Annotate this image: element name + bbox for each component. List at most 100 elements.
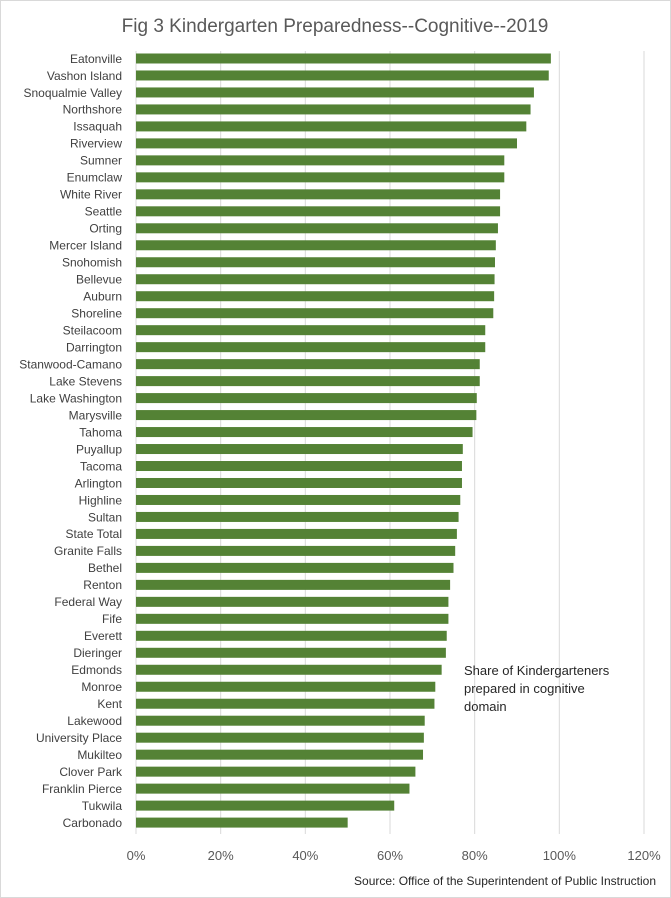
bar (136, 410, 477, 421)
category-label: Fife (102, 612, 122, 626)
bar (136, 257, 495, 268)
bar (136, 681, 436, 692)
category-label: Lake Washington (30, 391, 122, 405)
category-label: Snoqualmie Valley (23, 86, 122, 100)
bar (136, 138, 517, 149)
bar (136, 800, 395, 811)
category-label: Shoreline (71, 306, 122, 320)
bar (136, 359, 480, 370)
category-label: Renton (83, 578, 122, 592)
category-label: Orting (89, 222, 122, 236)
bar (136, 715, 425, 726)
bar (136, 87, 534, 98)
category-label: Puyallup (76, 442, 122, 456)
bar (136, 494, 461, 505)
category-label: Granite Falls (54, 544, 122, 558)
bar (136, 104, 531, 115)
category-label: Clover Park (59, 765, 123, 779)
bar (136, 121, 527, 132)
bar (136, 511, 459, 522)
category-label: Franklin Pierce (42, 782, 122, 796)
bar (136, 732, 424, 743)
category-label: Auburn (83, 290, 122, 304)
bar (136, 291, 495, 302)
x-tick-label: 60% (377, 848, 403, 863)
x-tick-label: 20% (208, 848, 234, 863)
bar (136, 647, 446, 658)
category-label: University Place (36, 731, 122, 745)
bar (136, 189, 501, 200)
bar (136, 155, 505, 166)
x-axis-tick-labels: 0% 20% 40% 60% 80% 100% 120% (127, 848, 661, 863)
category-label: Enumclaw (67, 171, 123, 185)
source-note: Source: Office of the Superintendent of … (354, 874, 656, 888)
x-tick-label: 40% (292, 848, 318, 863)
category-label: Seattle (85, 205, 123, 219)
category-label: Steilacoom (63, 323, 122, 337)
annotation-line-3: domain (464, 699, 507, 714)
bar (136, 393, 477, 404)
bar (136, 308, 494, 319)
bar (136, 70, 549, 81)
category-label: Everett (84, 629, 123, 643)
bar (136, 562, 454, 573)
bar (136, 630, 447, 641)
category-labels: Eatonville Vashon Island Snoqualmie Valley… (19, 52, 123, 830)
bar (136, 172, 505, 183)
bar (136, 325, 486, 336)
bars (136, 53, 551, 828)
category-label: Arlington (75, 476, 122, 490)
category-label: Dieringer (73, 646, 122, 660)
bar (136, 579, 451, 590)
category-label: Lake Stevens (49, 374, 122, 388)
bar (136, 545, 456, 556)
category-label: Monroe (81, 680, 122, 694)
bar (136, 817, 348, 828)
category-label: Carbonado (63, 816, 123, 830)
bar (136, 223, 498, 234)
category-label: Tukwila (82, 799, 123, 813)
bar (136, 427, 473, 438)
category-label: Bellevue (76, 273, 122, 287)
category-label: State Total (66, 527, 122, 541)
category-label: Sultan (88, 510, 122, 524)
x-tick-label: 0% (127, 848, 146, 863)
bar (136, 274, 495, 285)
chart-title: Fig 3 Kindergarten Preparedness--Cogniti… (122, 16, 549, 37)
bar (136, 766, 416, 777)
category-label: Kent (97, 697, 122, 711)
bar (136, 461, 462, 472)
bar (136, 596, 449, 607)
x-tick-label: 120% (627, 848, 661, 863)
bar (136, 376, 480, 387)
category-label: Edmonds (71, 663, 122, 677)
category-label: Highline (79, 493, 123, 507)
annotation-line-2: prepared in cognitive (464, 681, 585, 696)
bar (136, 664, 442, 675)
category-label: Northshore (63, 103, 123, 117)
category-label: Riverview (70, 137, 122, 151)
bar (136, 206, 501, 217)
bar (136, 53, 551, 64)
category-label: Snohomish (62, 256, 122, 270)
bar (136, 444, 463, 455)
category-label: Eatonville (70, 52, 122, 66)
category-label: Issaquah (73, 120, 122, 134)
x-tick-label: 100% (543, 848, 577, 863)
bar (136, 613, 449, 624)
category-label: Stanwood-Camano (19, 357, 122, 371)
category-label: Mukilteo (77, 748, 122, 762)
category-label: White River (60, 188, 122, 202)
bar (136, 342, 486, 353)
category-label: Sumner (80, 154, 122, 168)
bar (136, 698, 435, 709)
bar (136, 528, 457, 539)
category-label: Mercer Island (49, 239, 122, 253)
bar (136, 783, 410, 794)
annotation-line-1: Share of Kindergarteners (464, 663, 610, 678)
category-label: Bethel (88, 561, 122, 575)
category-label: Tahoma (79, 425, 122, 439)
category-label: Marysville (69, 408, 123, 422)
bar (136, 749, 424, 760)
